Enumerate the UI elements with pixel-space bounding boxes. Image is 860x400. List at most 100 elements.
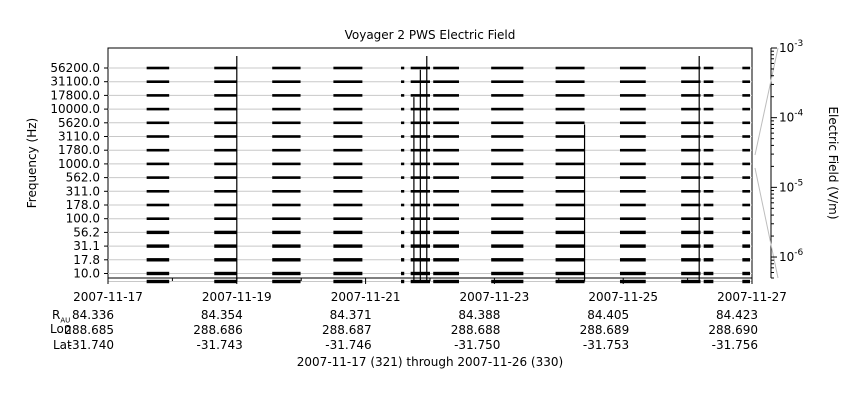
data-segment [703,107,714,111]
data-segment [619,279,646,284]
data-segment [619,135,646,138]
data-segment [703,80,714,83]
data-segment [272,258,301,262]
data-segment [742,271,750,276]
data-segment [272,217,301,220]
data-segment [619,121,646,125]
x-tick-labels: 2007-11-17 2007-11-19 2007-11-21 2007-11-23… [73,278,787,304]
ephemeris-lon-value: 288.690 [708,323,758,337]
data-segment [214,217,237,220]
data-segment [491,162,524,166]
data-segment [214,176,237,179]
data-segment [214,121,237,125]
data-segment [619,217,646,220]
data-segment [742,162,750,166]
y-tick-label: 31100.0 [50,75,100,89]
data-segment [681,230,701,235]
data-segment [742,203,750,207]
data-segment [214,203,237,207]
data-segment [214,94,237,97]
data-segment [433,80,459,83]
data-segment [146,271,170,276]
colorbar-tick-label: 10-6 [779,248,804,264]
data-segment [681,80,701,83]
data-segment [555,203,585,207]
data-segment [619,271,646,276]
data-segment [272,121,301,125]
y-tick-label: 5620.0 [58,116,100,130]
data-segment [214,66,237,70]
data-segment [742,135,750,138]
chart-title: Voyager 2 PWS Electric Field [345,28,516,42]
data-segment [272,244,301,248]
data-segment [401,66,405,70]
data-segment [491,66,524,70]
ephemeris-lon-value: 288.688 [450,323,501,337]
data-segment [401,94,405,97]
data-segment [742,148,750,152]
data-segment [401,107,405,111]
data-segment [681,66,701,70]
data-segment [433,176,459,179]
data-segment [401,279,405,284]
data-segment [333,107,363,111]
data-segment [333,148,363,152]
colorbar-tick-label: 10-4 [779,109,804,125]
data-segment [333,271,363,276]
y-tick-label: 3110.0 [58,130,100,144]
data-segment [146,217,170,220]
ephemeris-r-value: 84.336 [72,308,114,322]
ephemeris-lon-value: 288.686 [193,323,243,337]
ephemeris-r-value: 84.354 [200,308,243,322]
data-segment [619,190,646,193]
data-segment [491,148,524,152]
data-segment [333,80,363,83]
data-segment [555,94,585,97]
data-segment [491,271,524,276]
ephemeris-lat-value: -31.750 [454,338,501,352]
data-segment [555,190,585,193]
data-segment [491,121,524,125]
data-segment [681,271,701,276]
data-segment [146,258,170,262]
data-segment [401,258,405,262]
ephemeris-r-value: 84.423 [716,308,758,322]
y-tick-label: 10000.0 [50,102,100,116]
y-tick-label: 17800.0 [50,88,100,102]
data-segment [619,162,646,166]
x-tick-label: 2007-11-19 [202,290,272,304]
data-segment [703,66,714,70]
data-segment [146,162,170,166]
data-segment [703,258,714,262]
data-segment [619,176,646,179]
data-segment [555,162,585,166]
data-segment [333,279,363,284]
x-tick-label: 2007-11-21 [331,290,401,304]
colorbar-label: Electric Field (V/m) [826,106,840,219]
data-segment [401,80,405,83]
data-segment [433,121,459,125]
data-segment [272,176,301,179]
data-segment [214,190,237,193]
data-segment [272,148,301,152]
ephemeris-r-value: 84.371 [329,308,372,322]
data-segment [146,94,170,97]
data-segment [214,162,237,166]
ephemeris-r-value: 84.388 [458,308,501,322]
y-tick-label: 56200.0 [50,61,100,75]
colorbar-connector-top [754,47,779,156]
data-segment [272,230,301,235]
data-segment [401,203,405,207]
data-segment [555,80,585,83]
data-segment [555,107,585,111]
ephemeris-label-r: RAU [52,308,71,325]
data-segment [681,258,701,262]
data-segment [214,230,237,235]
ephemeris-label-lon: Lon [50,322,72,336]
y-tick-label: 562.0 [66,171,100,185]
data-segment [555,230,585,235]
data-segment [703,217,714,220]
data-segment [433,94,459,97]
data-segment [433,217,459,220]
